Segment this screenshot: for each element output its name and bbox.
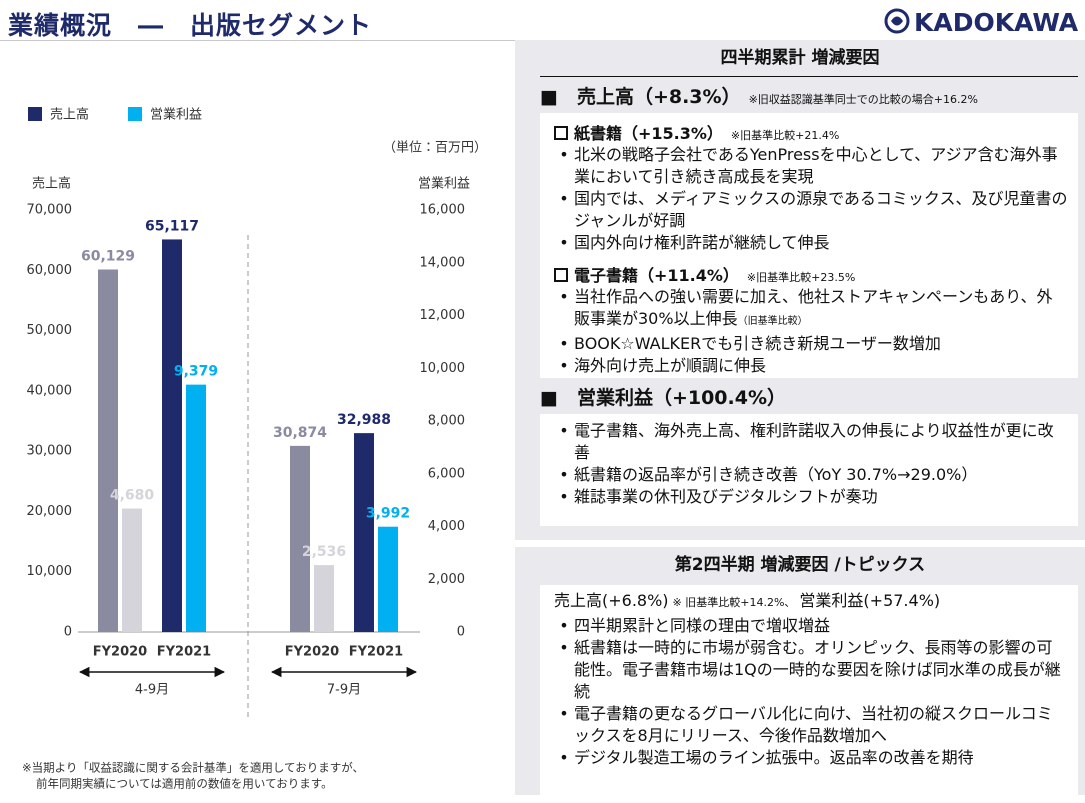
bullet-list: 当社作品への強い需要に加え、他社ストアキャンペーンもあり、外販事業が30%以上伸… — [554, 286, 1068, 377]
y-axis-title: 売上高 — [32, 176, 71, 192]
y2-tick-label: 0 — [457, 625, 465, 640]
bar — [354, 433, 374, 632]
subsection-note: ※旧基準比較+23.5% — [746, 271, 856, 284]
subsection-heading: 電子書籍（+11.4%） ※旧基準比較+23.5% — [554, 262, 1068, 286]
y-tick-label: 10,000 — [27, 564, 73, 579]
value-label: 3,992 — [366, 506, 410, 522]
bar — [122, 508, 142, 632]
y-tick-label: 0 — [64, 625, 72, 640]
y-tick-label: 40,000 — [27, 383, 73, 398]
bullet: 北米の戦略子会社であるYenPressを中心として、アジア含む海外事業において引… — [554, 144, 1068, 188]
page-title: 業績概況 ― 出版セグメント — [8, 11, 373, 40]
value-label: 30,874 — [273, 425, 327, 441]
summary: 売上高(+6.8%) ※ 旧基準比較+14.2%、 営業利益(+57.4%) — [554, 589, 1068, 615]
bullet: デジタル製造工場のライン拡張中。返品率の改善を期待 — [554, 747, 1068, 769]
bullet: BOOK☆WALKERでも引き続き新規ユーザー数増加 — [554, 333, 1068, 355]
bullet: 電子書籍、海外売上高、権利許諾収入の伸長により収益性が更に改善 — [554, 420, 1068, 464]
y-tick-label: 30,000 — [27, 444, 73, 459]
subsection-heading: 紙書籍（+15.3%） ※旧基準比較+21.4% — [554, 120, 1068, 144]
bar — [162, 239, 182, 633]
legend-swatch — [28, 107, 42, 121]
subsection-note: ※旧基準比較+21.4% — [730, 129, 840, 142]
y-tick-label: 70,000 — [27, 203, 73, 218]
bullet: 国内では、メディアミックスの源泉であるコミックス、及び児童書のジャンルが好調 — [554, 188, 1068, 232]
quarter-box: 売上高(+6.8%)※ 旧基準比較+14.2%、営業利益(+57.4%) 四半期… — [540, 585, 1078, 803]
value-label: 32,988 — [337, 412, 391, 428]
y2-tick-label: 10,000 — [420, 361, 466, 376]
y-tick-label: 20,000 — [27, 504, 73, 519]
profit-box: 電子書籍、海外売上高、権利許諾収入の伸長により収益性が更に改善紙書籍の返品率が引… — [540, 414, 1078, 526]
bullet-note: （旧基準比較） — [737, 316, 808, 327]
footnote: ※当期より「収益認識に関する会計基準」を適用しておりますが、 — [22, 761, 364, 775]
bullet-list: 電子書籍、海外売上高、権利許諾収入の伸長により収益性が更に改善紙書籍の返品率が引… — [554, 420, 1068, 508]
logo-emblem — [884, 8, 910, 34]
rule — [540, 76, 1078, 77]
bar — [290, 445, 310, 632]
bullet: 海外向け売上が順調に伸長 — [554, 355, 1068, 377]
value-label: 65,117 — [145, 218, 199, 234]
sales-box: 紙書籍（+15.3%） ※旧基準比較+21.4% 北米の戦略子会社であるYenPre… — [540, 113, 1078, 378]
legend-label: 営業利益 — [150, 107, 202, 123]
value-label: 9,379 — [174, 364, 218, 380]
legend-label: 売上高 — [50, 107, 89, 123]
bar — [314, 565, 334, 632]
y-tick-label: 50,000 — [27, 323, 73, 338]
bullet: 紙書籍の返品率が引き続き改善（YoY 30.7%→29.0%） — [554, 464, 1068, 486]
x-tick-label: FY2020 — [285, 645, 339, 660]
summary-text: 営業利益(+57.4%) — [799, 591, 941, 610]
summary-text: 売上高(+6.8%) — [554, 591, 669, 610]
panel-title: 第2四半期 増減要因 /トピックス — [674, 555, 926, 575]
x-tick-label: FY2021 — [157, 645, 211, 660]
sales-heading: ■ 売上高（+8.3%） ※旧収益認識基準同士での比較の場合+16.2% — [540, 81, 1085, 113]
bullet: 当社作品への強い需要に加え、他社ストアキャンペーンもあり、外販事業が30%以上伸… — [554, 286, 1068, 333]
y2-tick-label: 12,000 — [420, 308, 466, 323]
quarter-panel: 第2四半期 増減要因 /トピックス 売上高(+6.8%) ※ 旧基準比較+14.2… — [515, 547, 1085, 803]
value-label: 2,536 — [302, 544, 346, 560]
value-label: 60,129 — [81, 249, 135, 265]
legend-swatch — [128, 107, 142, 121]
y2-axis-title: 営業利益 — [418, 176, 470, 192]
bullet: 四半期累計と同様の理由で増収増益 — [554, 615, 1068, 637]
bullet: 電子書籍の更なるグローバル化に向け、当社初の縦スクロールコミックスを8月にリリー… — [554, 703, 1068, 747]
y2-tick-label: 6,000 — [428, 466, 465, 481]
cumulative-panel: 四半期累計 増減要因 ■ 売上高（+8.3%） ※旧収益認識基準同士での比較の場合… — [515, 40, 1085, 540]
y-tick-label: 60,000 — [27, 263, 73, 278]
bar — [98, 269, 118, 632]
chart: （単位：百万円） 売上高 営業利益 ※当期より「収益認識に関する会計基準」を適用… — [22, 107, 487, 791]
summary-note: ※ 旧基準比較+14.2%、 — [672, 596, 796, 609]
group-label: 4-9月 — [135, 683, 169, 698]
heading-text: ■ 売上高（+8.3%） — [540, 86, 741, 108]
bullet-list: 北米の戦略子会社であるYenPressを中心として、アジア含む海外事業において引… — [554, 144, 1068, 254]
group-label: 7-9月 — [327, 683, 361, 698]
y2-tick-label: 2,000 — [428, 572, 465, 587]
x-tick-label: FY2020 — [93, 645, 147, 660]
subsection-title: 紙書籍（+15.3%） — [574, 124, 723, 143]
x-tick-label: FY2021 — [349, 645, 403, 660]
bullet: 雑誌事業の休刊及びデジタルシフトが奏功 — [554, 486, 1068, 508]
profit-heading: ■ 営業利益（+100.4%） — [540, 387, 787, 409]
unit-note: （単位：百万円） — [383, 140, 487, 156]
y2-tick-label: 8,000 — [428, 414, 465, 429]
footnote: 前年同期実績については適用前の数値を用いております。 — [36, 777, 333, 791]
panel-title: 四半期累計 増減要因 — [720, 48, 880, 68]
bullet: 紙書籍は一時的に市場が弱含む。オリンピック、長雨等の影響の可能性。電子書籍市場は… — [554, 637, 1068, 703]
bar — [378, 526, 398, 632]
bullet: 国内外向け権利許諾が継続して伸長 — [554, 232, 1068, 254]
y2-tick-label: 16,000 — [420, 203, 466, 218]
y2-tick-label: 14,000 — [420, 255, 466, 270]
bullet-list: 四半期累計と同様の理由で増収増益紙書籍は一時的に市場が弱含む。オリンピック、長雨… — [554, 615, 1068, 769]
heading-note: ※旧収益認識基準同士での比較の場合+16.2% — [748, 93, 978, 106]
y2-tick-label: 4,000 — [428, 519, 465, 534]
bar — [186, 384, 206, 632]
logo: KADOKAWA — [914, 8, 1079, 37]
value-label: 4,680 — [110, 488, 155, 504]
bullet-text: 当社作品への強い需要に加え、他社ストアキャンペーンもあり、外販事業が30%以上伸… — [574, 287, 1053, 328]
subsection-title: 電子書籍（+11.4%） — [574, 266, 739, 285]
